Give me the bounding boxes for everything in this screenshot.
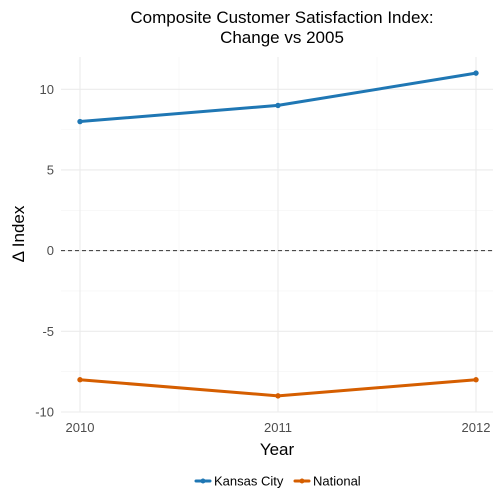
legend-label-1: National (313, 474, 361, 489)
y-tick-label: 10 (40, 82, 54, 97)
x-axis-title: Year (260, 440, 295, 459)
legend-label-0: Kansas City (214, 474, 284, 489)
y-axis-title: Δ Index (9, 205, 28, 262)
legend-key-point-0 (200, 478, 206, 484)
series-layer (77, 70, 479, 399)
series-point-0-1 (275, 102, 281, 109)
series-point-1-2 (473, 377, 479, 383)
y-tick-label: -10 (35, 405, 54, 420)
x-tick-label: 2010 (66, 420, 95, 435)
y-tick-label: -5 (42, 324, 54, 339)
x-tick-label: 2012 (462, 420, 491, 435)
chart-title-line-1: Composite Customer Satisfaction Index: (130, 8, 433, 27)
series-point-1-1 (275, 393, 281, 399)
chart-title-line-2: Change vs 2005 (220, 28, 344, 47)
series-point-1-0 (77, 377, 83, 383)
y-tick-label: 5 (47, 162, 54, 177)
grid (61, 57, 493, 413)
series-point-0-2 (473, 70, 479, 76)
legend: Kansas City National (194, 474, 361, 489)
x-axis-ticks: 2010 2011 2012 (66, 420, 491, 435)
series-point-0-0 (77, 118, 83, 125)
x-tick-label: 2011 (264, 420, 292, 435)
y-tick-label: 0 (47, 243, 54, 258)
legend-key-point-1 (299, 478, 305, 484)
y-axis-ticks: -10 -5 0 5 10 (35, 82, 54, 420)
